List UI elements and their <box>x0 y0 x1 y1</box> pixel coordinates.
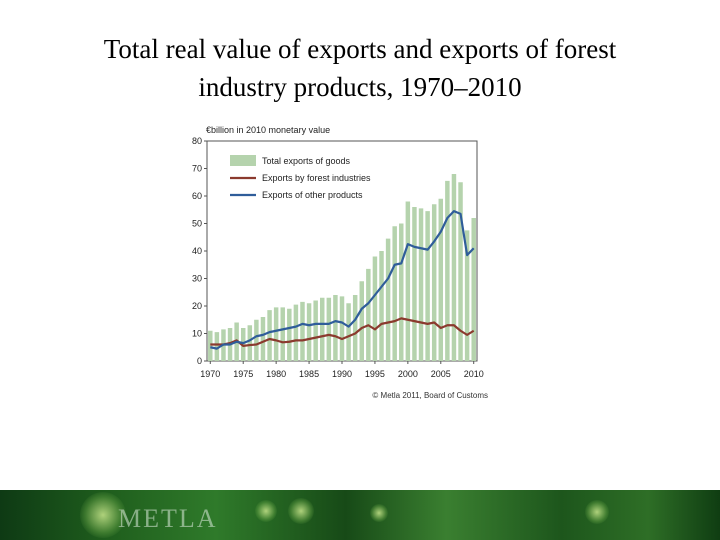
footer-light-orb <box>585 500 609 524</box>
bar-total-exports <box>254 319 259 361</box>
bar-total-exports <box>287 308 292 361</box>
bar-total-exports <box>366 268 371 361</box>
title-line-2: industry products, 1970–2010 <box>198 72 522 102</box>
bar-total-exports <box>458 182 463 361</box>
bar-total-exports <box>280 307 285 361</box>
bar-total-exports <box>273 307 279 361</box>
x-tick-label: 1980 <box>266 369 286 379</box>
y-tick-label: 60 <box>192 191 202 201</box>
bar-total-exports <box>339 296 345 361</box>
source-note: © Metla 2011, Board of Customs <box>372 391 488 400</box>
footer-light-orb <box>80 492 126 538</box>
bar-total-exports <box>208 330 213 361</box>
legend-label: Exports of other products <box>262 190 363 200</box>
bar-total-exports <box>438 198 444 361</box>
y-tick-label: 40 <box>192 246 202 256</box>
bar-total-exports <box>412 207 417 361</box>
bar-total-exports <box>471 218 476 361</box>
bar-total-exports <box>333 295 338 361</box>
chart-container: €billion in 2010 monetary value 0 10 20 30 40… <box>190 118 500 408</box>
bar-total-exports <box>425 211 430 361</box>
x-tick-label: 1975 <box>233 369 253 379</box>
y-tick-label: 20 <box>192 301 202 311</box>
bar-total-exports <box>405 201 411 361</box>
x-tick-label: 1970 <box>200 369 220 379</box>
export-chart: €billion in 2010 monetary value 0 10 20 30 40… <box>192 125 488 400</box>
bar-total-exports <box>372 256 378 361</box>
bar-total-exports <box>359 281 364 361</box>
footer-light-orb <box>255 500 277 522</box>
bar-total-exports <box>267 310 272 361</box>
footer-light-orb <box>370 504 388 522</box>
y-tick-label: 80 <box>192 136 202 146</box>
y-tick-label: 0 <box>197 356 202 366</box>
bar-total-exports <box>431 204 437 361</box>
x-tick-label: 2000 <box>398 369 418 379</box>
bar-total-exports <box>260 317 266 361</box>
legend-swatch-bar <box>230 155 256 166</box>
bar-total-exports <box>399 223 404 361</box>
title-line-1: Total real value of exports and exports … <box>103 34 617 64</box>
y-tick-label: 30 <box>192 274 202 284</box>
bar-total-exports <box>346 303 351 361</box>
y-tick-label: 10 <box>192 329 202 339</box>
bar-total-exports <box>385 238 391 361</box>
y-unit-label: €billion in 2010 monetary value <box>206 125 330 135</box>
bar-total-exports <box>326 297 332 361</box>
legend-label: Exports by forest industries <box>262 173 371 183</box>
footer-banner: METLA <box>0 490 720 540</box>
bar-total-exports <box>352 295 358 361</box>
bar-total-exports <box>451 174 457 361</box>
y-tick-label: 50 <box>192 219 202 229</box>
bar-total-exports <box>214 332 220 361</box>
bar-total-exports <box>293 304 299 361</box>
x-tick-label: 1990 <box>332 369 352 379</box>
bar-total-exports <box>320 297 325 361</box>
x-tick-label: 1985 <box>299 369 319 379</box>
metla-logo: METLA <box>118 504 218 533</box>
bar-total-exports <box>392 226 397 361</box>
x-tick-label: 1995 <box>365 369 385 379</box>
x-tick-label: 2005 <box>431 369 451 379</box>
x-tick-label: 2010 <box>464 369 484 379</box>
bar-total-exports <box>300 301 305 361</box>
bar-total-exports <box>418 208 424 361</box>
bar-total-exports <box>464 230 470 361</box>
line-other-products <box>210 210 475 350</box>
line-forest-industries <box>210 317 475 347</box>
bar-total-exports <box>379 251 384 361</box>
slide-title: Total real value of exports and exports … <box>20 30 700 106</box>
bar-total-exports <box>306 303 312 361</box>
footer-light-orb <box>288 498 314 524</box>
y-tick-label: 70 <box>192 164 202 174</box>
bar-total-exports <box>445 180 450 361</box>
bar-total-exports <box>247 325 253 361</box>
legend-label: Total exports of goods <box>262 156 351 166</box>
bar-total-exports <box>313 300 318 361</box>
